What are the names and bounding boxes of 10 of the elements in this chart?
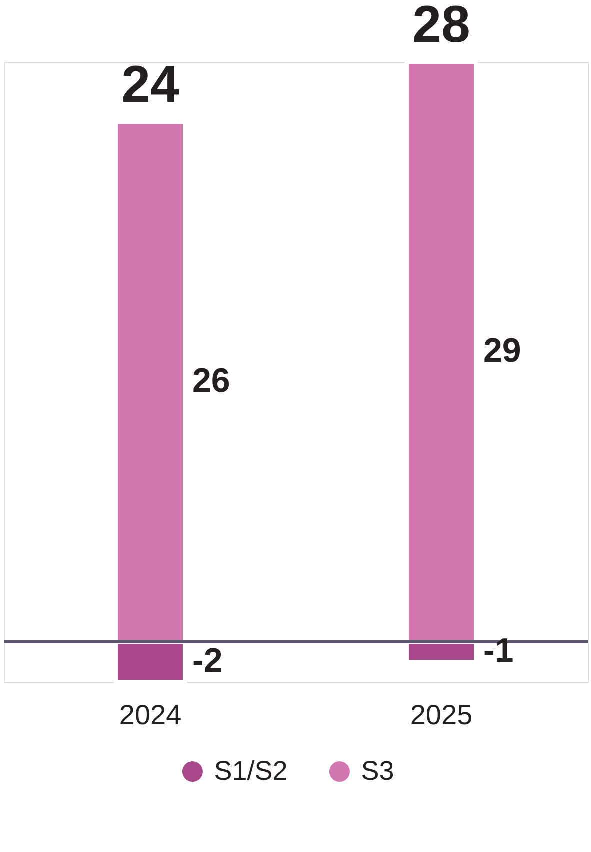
x-tick-label: 2024 — [119, 700, 182, 730]
data-label: -2 — [192, 642, 223, 680]
x-tick-label: 2025 — [410, 700, 473, 730]
total-label: 24 — [122, 56, 180, 114]
data-label: -1 — [483, 632, 514, 670]
data-label: 29 — [483, 332, 522, 370]
legend-label: S3 — [361, 756, 394, 786]
total-label: 28 — [412, 0, 470, 54]
legend-label: S1/S2 — [214, 756, 288, 786]
data-label: 26 — [192, 362, 230, 400]
